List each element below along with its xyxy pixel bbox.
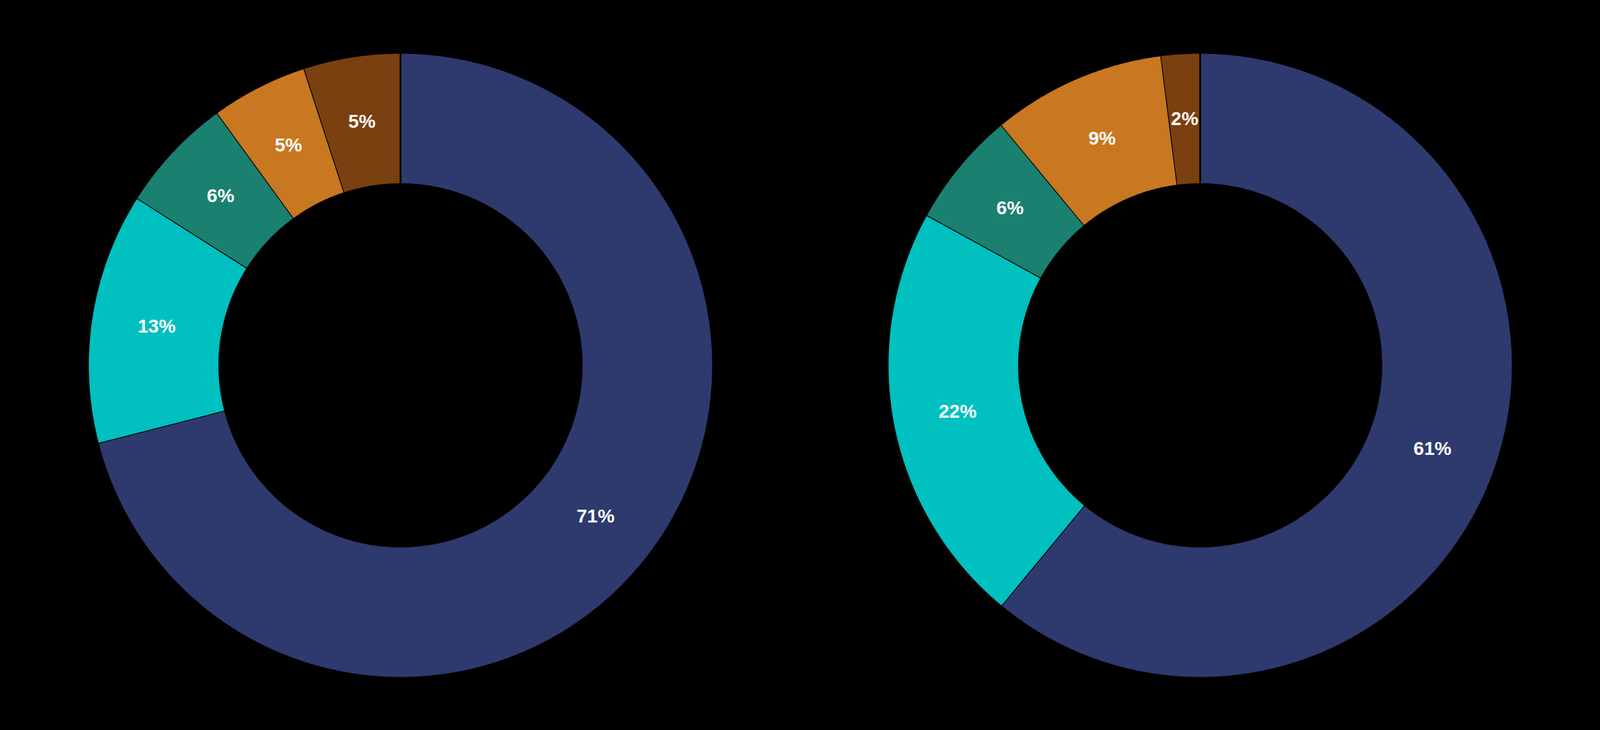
svg-text:9%: 9% bbox=[1088, 127, 1117, 149]
svg-text:6%: 6% bbox=[996, 197, 1025, 219]
svg-text:5%: 5% bbox=[348, 110, 376, 132]
svg-text:2%: 2% bbox=[1171, 108, 1200, 130]
svg-text:13%: 13% bbox=[137, 315, 176, 337]
svg-text:71%: 71% bbox=[576, 505, 615, 527]
svg-text:6%: 6% bbox=[206, 185, 235, 207]
svg-text:5%: 5% bbox=[274, 134, 303, 156]
svg-text:61%: 61% bbox=[1413, 438, 1452, 459]
svg-text:22%: 22% bbox=[938, 400, 977, 422]
